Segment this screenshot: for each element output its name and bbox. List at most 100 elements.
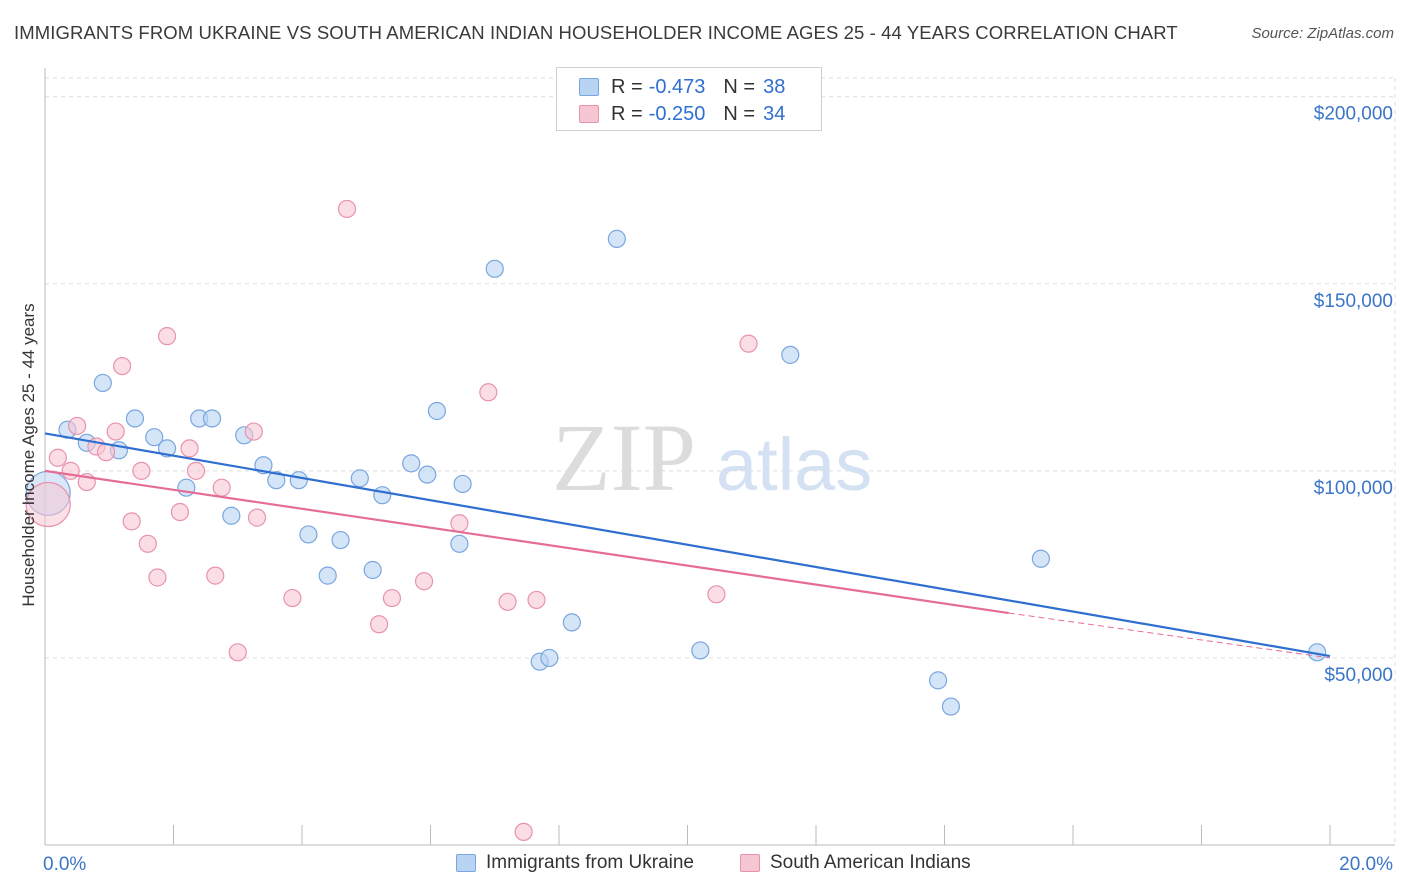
point-ukraine	[350, 469, 369, 488]
trend-line-ukraine	[44, 432, 1331, 658]
point-ukraine	[928, 671, 948, 690]
axis-labels: $50,000 $100,000 $150,000 $200,000 0.0% 20.0%	[43, 104, 1393, 875]
point-ukraine	[540, 648, 559, 668]
point-ukraine	[418, 465, 437, 484]
point-ukraine	[607, 229, 626, 248]
point-ukraine	[453, 474, 472, 494]
point-sa-indian	[247, 508, 267, 527]
point-ukraine	[941, 697, 961, 716]
r-value: -0.250	[648, 102, 706, 125]
y-tick-label: $100,000	[1314, 478, 1393, 499]
point-sa-indian	[283, 588, 302, 608]
y-tick-label: $200,000	[1314, 104, 1393, 125]
point-sa-indian	[527, 590, 546, 610]
point-ukraine	[222, 506, 241, 525]
legend-item-ukraine: Immigrants from Ukraine	[456, 852, 694, 874]
point-sa-indian	[244, 422, 263, 441]
point-sa-indian	[514, 822, 533, 842]
point-ukraine	[562, 613, 581, 632]
point-ukraine	[781, 345, 800, 364]
point-ukraine	[402, 454, 421, 473]
r-label: R =	[611, 102, 643, 125]
point-sa-indian	[132, 461, 151, 480]
point-ukraine	[318, 566, 337, 585]
point-sa-indian	[228, 643, 247, 662]
legend-swatch-blue	[579, 78, 599, 96]
point-sa-indian	[138, 534, 157, 553]
point-sa-indian	[739, 334, 758, 353]
r-value: -0.473	[648, 75, 706, 98]
point-sa-indian	[48, 448, 67, 467]
point-sa-indian	[170, 502, 190, 522]
legend-row-sa-indians: R = -0.250 N = 34	[579, 102, 785, 126]
point-ukraine	[93, 373, 112, 393]
point-sa-indian	[122, 512, 141, 531]
point-sa-indian	[479, 383, 498, 402]
n-label: N =	[723, 75, 756, 98]
y-tick-label: $150,000	[1314, 291, 1393, 312]
series-legend: Immigrants from Ukraine South American I…	[0, 852, 1406, 876]
axes	[44, 68, 1395, 846]
point-ukraine	[1031, 549, 1050, 568]
point-ukraine	[299, 525, 318, 544]
point-ukraine	[450, 534, 469, 553]
point-sa-indian	[186, 461, 206, 480]
chart-title: IMMIGRANTS FROM UKRAINE VS SOUTH AMERICA…	[14, 22, 1178, 43]
point-sa-indian	[450, 514, 469, 533]
y-tick-label: $50,000	[1324, 665, 1393, 686]
point-sa-indian	[157, 327, 177, 346]
legend-swatch-blue	[456, 854, 476, 872]
point-sa-indian	[106, 422, 125, 441]
r-label: R =	[611, 75, 643, 98]
point-ukraine	[125, 409, 145, 428]
watermark-atlas: atlas	[716, 423, 872, 506]
point-ukraine	[427, 401, 447, 421]
point-ukraine	[331, 530, 350, 550]
point-sa-indian	[370, 615, 389, 634]
x-tick-label: 0.0%	[43, 854, 86, 875]
point-ukraine	[157, 439, 177, 458]
n-value: 34	[763, 102, 786, 125]
point-sa-indian	[212, 478, 231, 497]
point-ukraine	[363, 560, 382, 580]
n-label: N =	[723, 102, 756, 125]
source-label: Source: ZipAtlas.com	[1251, 25, 1394, 42]
point-sa-indian	[707, 585, 726, 604]
correlation-legend: R = -0.473 N = 38 R = -0.250 N = 34	[556, 67, 822, 131]
point-sa-indian	[337, 199, 357, 219]
legend-item-sa-indians: South American Indians	[740, 852, 971, 874]
trend-line-dashed-sa-indian	[1008, 612, 1331, 659]
x-tick-label: 20.0%	[1339, 854, 1393, 875]
point-sa-indian	[180, 439, 199, 458]
watermark-zip: ZIP	[552, 404, 696, 511]
point-sa-indian	[498, 592, 517, 611]
legend-swatch-pink	[579, 105, 599, 123]
point-ukraine	[373, 486, 392, 505]
trend-line-sa-indian	[44, 469, 1009, 615]
trend-lines	[44, 432, 1331, 659]
point-ukraine	[289, 471, 308, 490]
point-sa-indian	[112, 356, 132, 376]
point-ukraine	[202, 409, 222, 428]
point-ukraine	[267, 471, 286, 490]
point-ukraine	[691, 641, 710, 660]
legend-swatch-pink	[740, 854, 760, 872]
point-sa-indian	[148, 568, 167, 587]
point-sa-indian	[206, 566, 225, 585]
point-sa-indian	[414, 572, 434, 591]
point-sa-indian	[61, 461, 80, 480]
watermark: ZIP atlas	[552, 404, 872, 511]
point-sa-indian	[96, 443, 116, 462]
y-axis-label: Householder Income Ages 25 - 44 years	[19, 303, 38, 606]
point-ukraine	[485, 259, 504, 278]
legend-label-sa-indians: South American Indians	[770, 852, 971, 873]
point-ukraine	[145, 428, 164, 447]
point-sa-indian	[68, 416, 87, 436]
point-sa-indian	[382, 588, 402, 608]
data-points	[25, 199, 1327, 842]
legend-label-ukraine: Immigrants from Ukraine	[486, 852, 694, 873]
n-value: 38	[763, 75, 786, 98]
legend-row-ukraine: R = -0.473 N = 38	[579, 75, 785, 99]
point-sa-indian	[25, 481, 71, 528]
